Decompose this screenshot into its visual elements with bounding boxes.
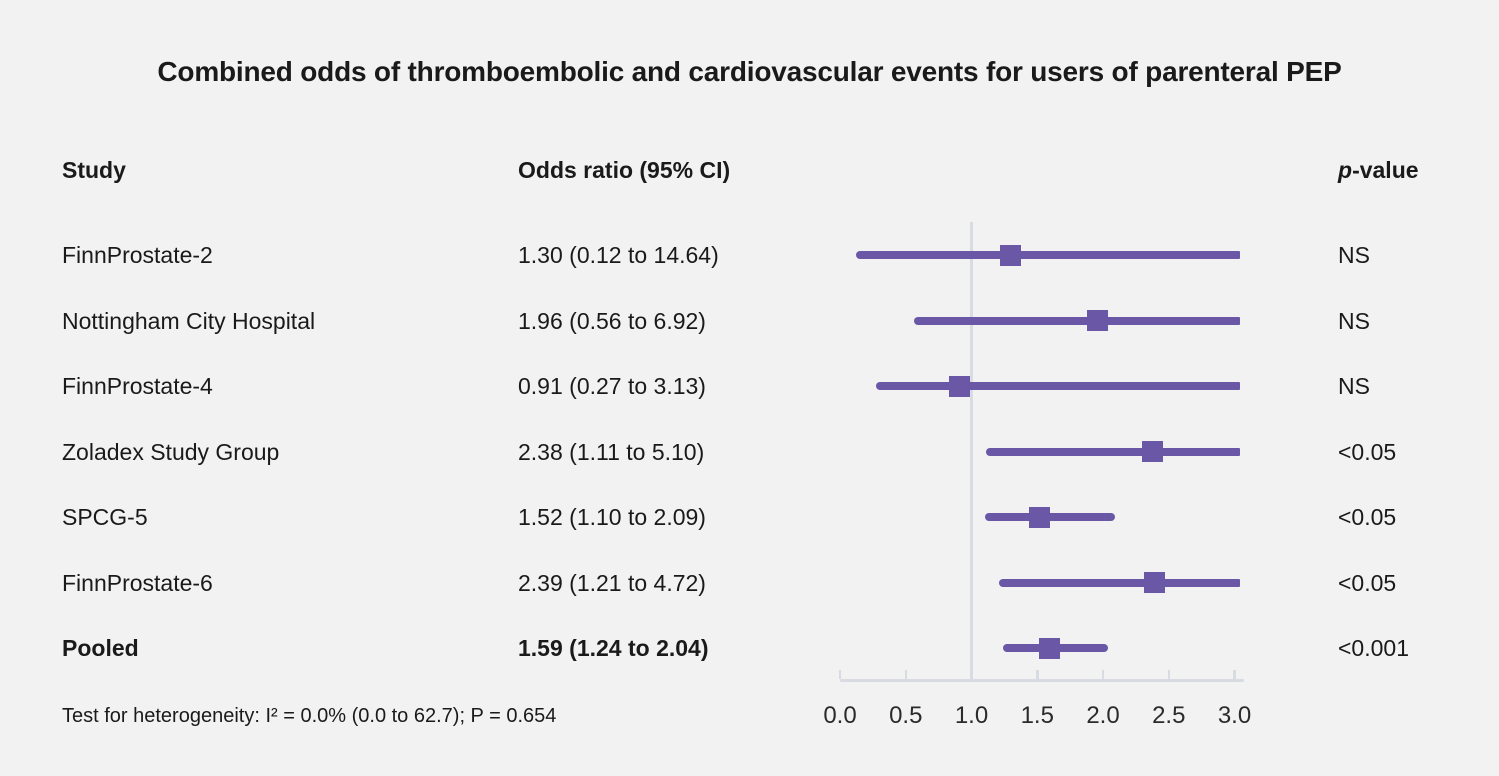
x-axis-tick [1036,670,1039,679]
ci-line [875,382,1240,390]
or-marker [1143,572,1165,593]
heterogeneity-note: Test for heterogeneity: I² = 0.0% (0.0 t… [62,705,557,727]
p-value-label: <0.001 [1338,635,1409,661]
study-label: FinnProstate-2 [62,242,213,268]
x-axis-tick-label: 0.0 [823,702,857,729]
column-header-study: Study [62,157,126,183]
or-marker [1142,441,1164,462]
x-axis-line [840,679,1244,682]
p-value-label: <0.05 [1338,569,1397,596]
x-axis-tick-label: 0.5 [889,702,923,729]
chart-title: Combined odds of thromboembolic and card… [157,56,1342,87]
study-label: Pooled [62,635,139,661]
x-axis-tick-label: 3.0 [1217,702,1252,729]
p-value-label: <0.05 [1338,504,1397,530]
x-axis-tick-label: 1.0 [954,702,989,729]
or-marker [1087,310,1109,331]
or-ci-label: 1.30 (0.12 to 14.64) [518,242,719,268]
study-label: SPCG-5 [62,504,148,530]
or-ci-label: 2.38 (1.11 to 5.10) [518,438,705,465]
or-marker [949,375,971,397]
ci-line [913,316,1240,325]
study-label: Zoladex Study Group [62,438,280,465]
or-ci-label: 1.96 (0.56 to 6.92) [518,307,706,334]
or-marker [1038,637,1060,659]
p-value-label: NS [1338,242,1370,268]
column-header-odds-ratio: Odds ratio (95% CI) [518,157,731,183]
x-axis-tick-label: 2.0 [1086,702,1120,729]
x-axis-tick [838,670,842,679]
column-header-p-value: p-value [1338,157,1419,184]
reference-line [970,222,973,681]
or-marker [1000,244,1022,266]
p-value-label: NS [1338,307,1370,334]
x-axis-tick-label: 1.5 [1020,702,1054,729]
study-label: FinnProstate-4 [62,373,213,399]
study-label: Nottingham City Hospital [62,307,316,334]
x-axis-tick [1167,670,1170,679]
x-axis-tick [1233,670,1236,679]
or-ci-label: 0.91 (0.27 to 3.13) [518,373,706,399]
p-value-italic-p: p [1338,157,1353,183]
p-value-label: <0.05 [1338,438,1397,465]
ci-line [855,251,1240,259]
x-axis-tick [1101,670,1105,679]
or-ci-label: 1.59 (1.24 to 2.04) [518,635,709,661]
ci-line [999,578,1240,587]
or-marker [1029,506,1051,528]
p-value-header-rest: -value [1352,157,1419,183]
x-axis-tick-label: 2.5 [1152,702,1186,729]
x-axis-tick [970,670,973,679]
ci-line [985,447,1240,456]
or-ci-label: 2.39 (1.21 to 4.72) [518,569,706,596]
x-axis-tick [904,670,907,679]
or-ci-label: 1.52 (1.10 to 2.09) [518,504,706,530]
study-label: FinnProstate-6 [62,569,213,596]
p-value-label: NS [1338,373,1370,399]
